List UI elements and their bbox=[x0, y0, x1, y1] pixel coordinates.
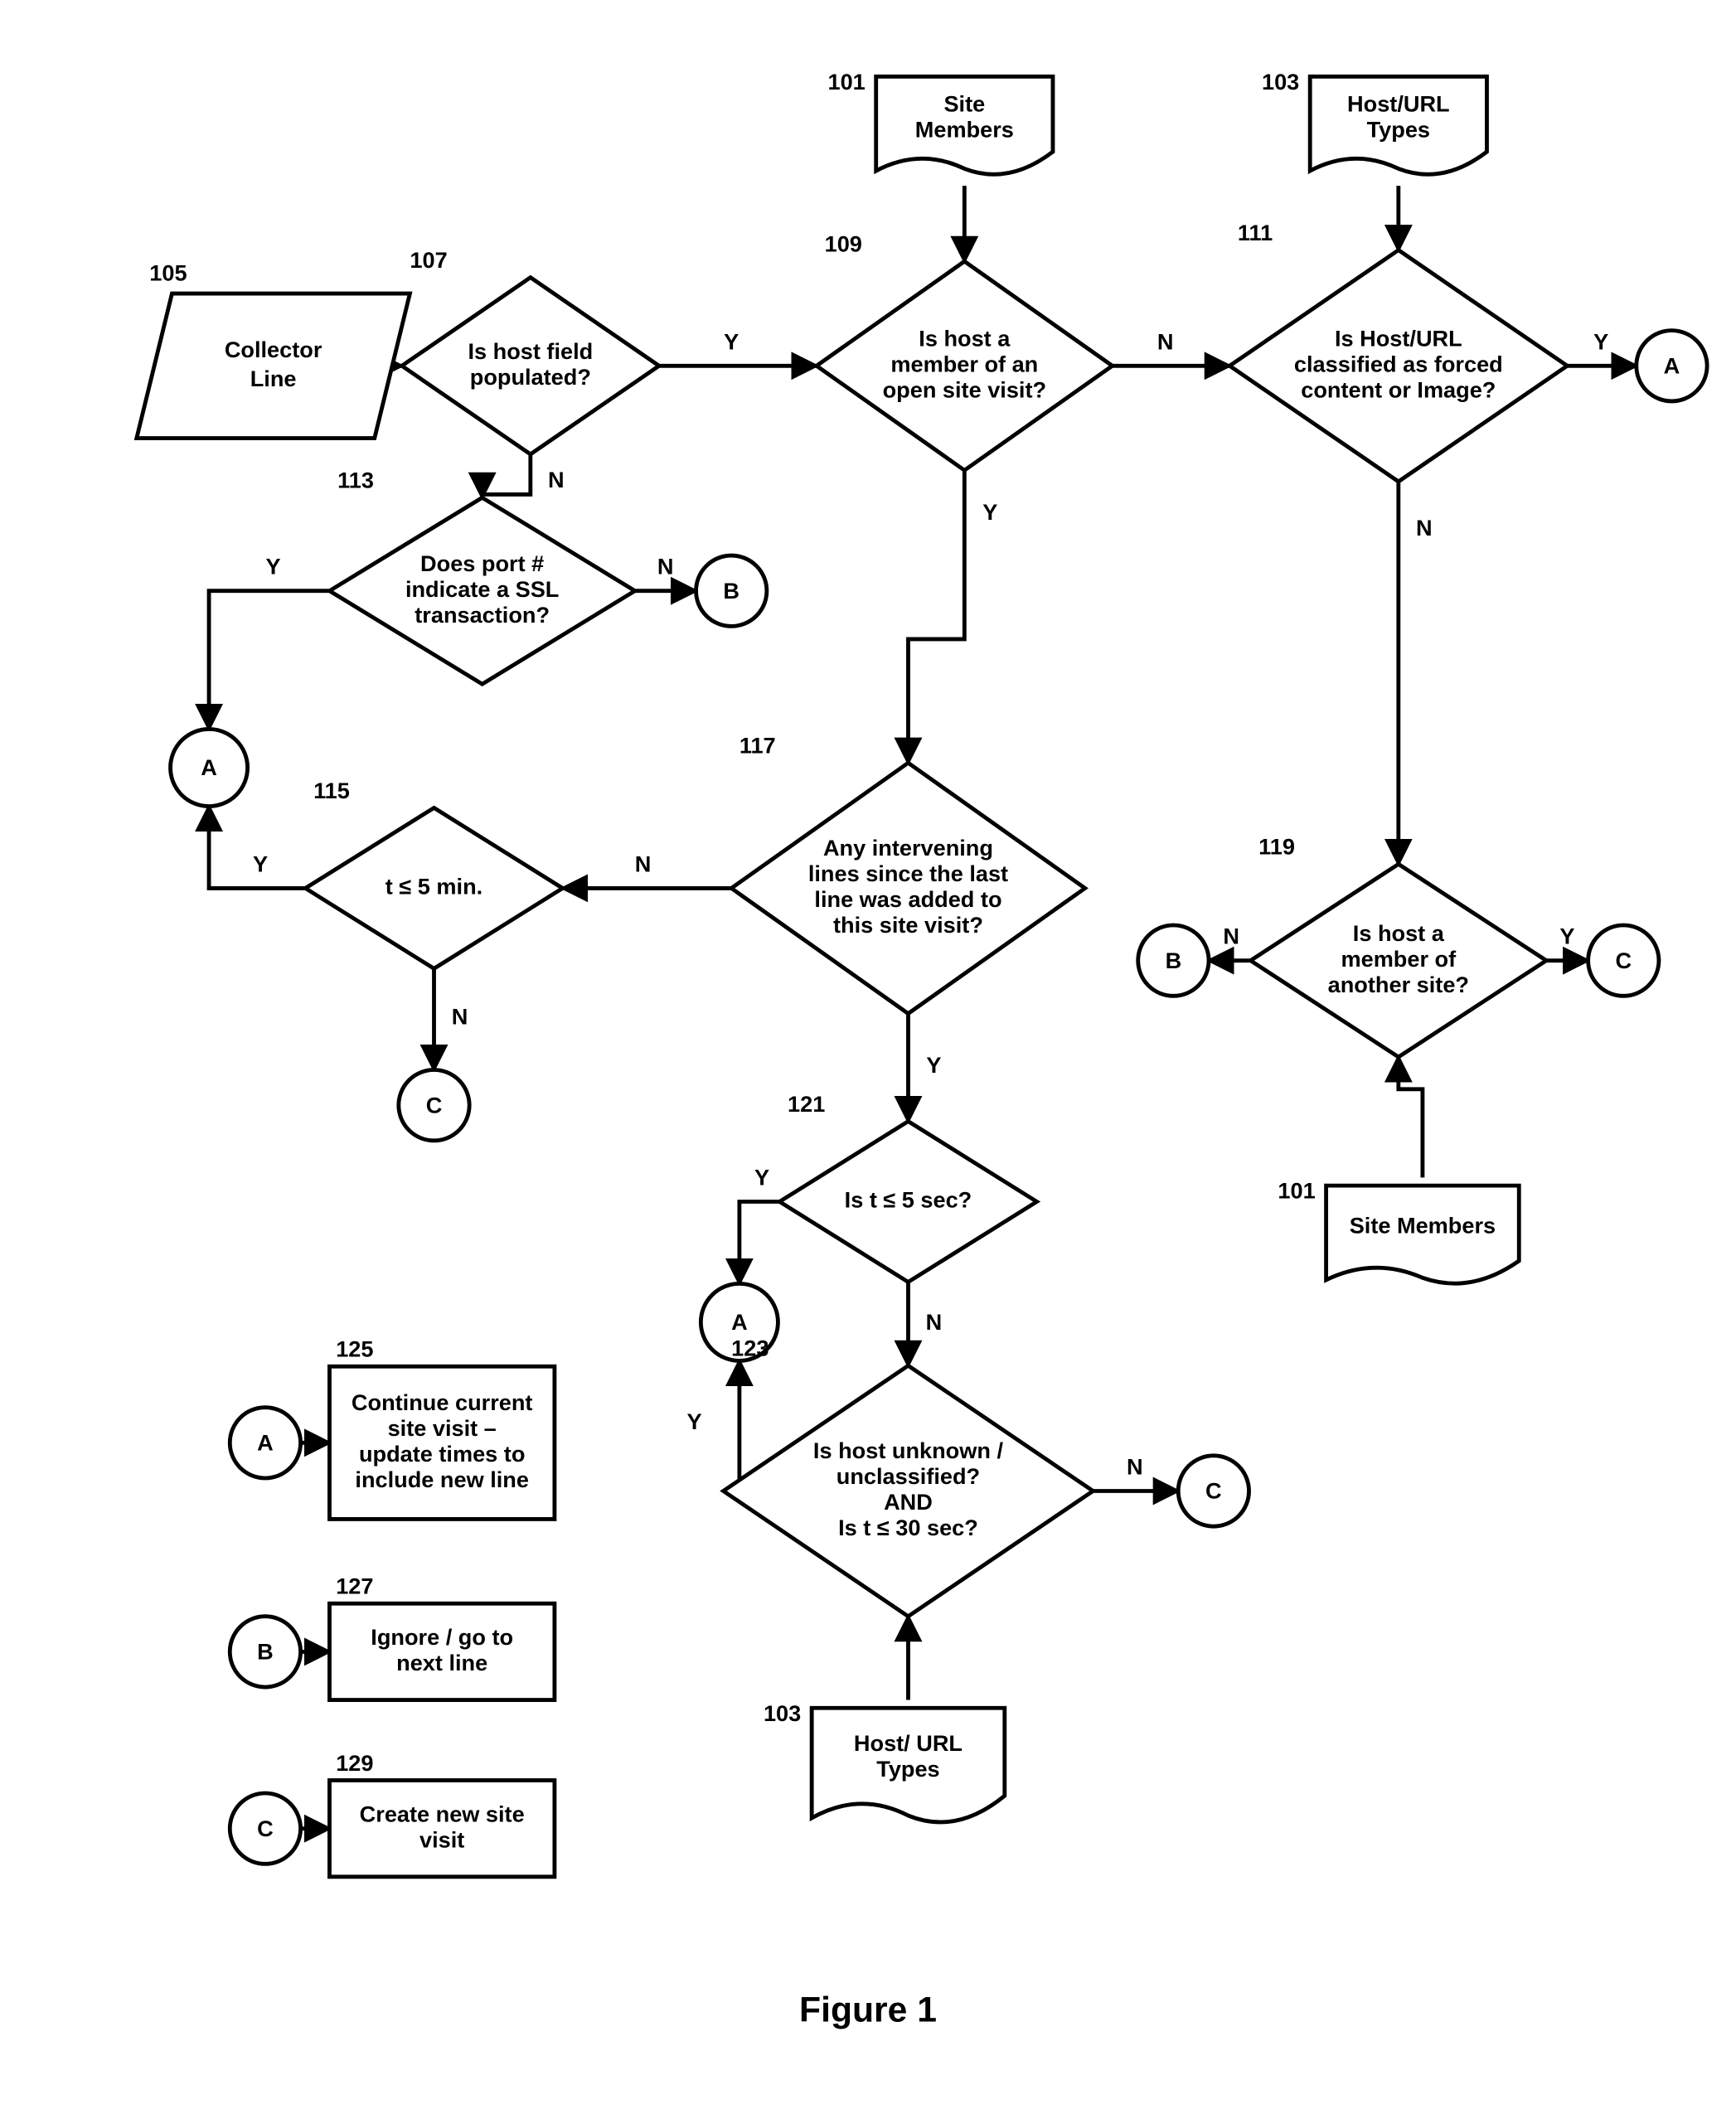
svg-text:117: 117 bbox=[739, 733, 776, 759]
svg-text:N: N bbox=[635, 851, 652, 876]
svg-text:N: N bbox=[548, 467, 565, 492]
svg-text:Ignore / go to: Ignore / go to bbox=[371, 1624, 513, 1650]
svg-text:111: 111 bbox=[1238, 220, 1273, 245]
svg-text:101: 101 bbox=[1278, 1178, 1315, 1204]
svg-text:Is host field: Is host field bbox=[468, 338, 593, 364]
svg-text:C: C bbox=[1615, 948, 1632, 973]
edge bbox=[209, 591, 329, 730]
svg-text:129: 129 bbox=[336, 1750, 373, 1776]
svg-text:Y: Y bbox=[926, 1052, 941, 1078]
svg-text:site visit –: site visit – bbox=[388, 1415, 497, 1441]
svg-text:127: 127 bbox=[336, 1573, 373, 1599]
svg-text:B: B bbox=[1166, 948, 1182, 973]
edge bbox=[724, 1360, 739, 1491]
figure-title: Figure 1 bbox=[799, 1990, 937, 2029]
svg-text:Y: Y bbox=[253, 851, 268, 876]
edge bbox=[482, 454, 531, 497]
svg-text:another site?: another site? bbox=[1328, 972, 1469, 997]
svg-text:N: N bbox=[926, 1309, 943, 1335]
svg-text:Y: Y bbox=[754, 1165, 769, 1190]
svg-text:Is Host/URL: Is Host/URL bbox=[1335, 325, 1462, 351]
svg-text:Line: Line bbox=[250, 366, 297, 391]
svg-text:101: 101 bbox=[828, 69, 866, 95]
svg-text:Create new site: Create new site bbox=[360, 1801, 525, 1826]
svg-text:Y: Y bbox=[724, 328, 739, 354]
svg-text:line was added to: line was added to bbox=[814, 886, 1001, 912]
svg-text:C: C bbox=[426, 1092, 443, 1118]
svg-text:include new line: include new line bbox=[355, 1467, 529, 1492]
edge bbox=[908, 470, 964, 763]
svg-text:113: 113 bbox=[337, 468, 374, 493]
svg-text:115: 115 bbox=[313, 778, 350, 803]
svg-text:lines since the last: lines since the last bbox=[808, 861, 1008, 886]
svg-text:103: 103 bbox=[1262, 69, 1299, 95]
svg-text:A: A bbox=[257, 1429, 274, 1455]
svg-text:Y: Y bbox=[266, 554, 281, 579]
svg-text:N: N bbox=[452, 1004, 468, 1030]
svg-text:Types: Types bbox=[876, 1756, 939, 1782]
svg-text:content or Image?: content or Image? bbox=[1301, 376, 1496, 402]
svg-text:B: B bbox=[723, 578, 739, 604]
svg-text:populated?: populated? bbox=[470, 364, 591, 390]
edge bbox=[1399, 1057, 1423, 1177]
svg-text:Is host a: Is host a bbox=[1353, 920, 1445, 946]
svg-text:Does port #: Does port # bbox=[420, 550, 544, 576]
svg-text:A: A bbox=[201, 754, 217, 780]
svg-text:N: N bbox=[657, 554, 674, 579]
svg-text:N: N bbox=[1416, 515, 1433, 541]
svg-text:visit: visit bbox=[419, 1826, 464, 1852]
svg-text:N: N bbox=[1223, 924, 1239, 949]
svg-text:B: B bbox=[257, 1638, 274, 1664]
svg-text:this site visit?: this site visit? bbox=[833, 912, 983, 938]
svg-text:Host/ URL: Host/ URL bbox=[854, 1730, 963, 1756]
svg-text:Continue current: Continue current bbox=[352, 1389, 533, 1415]
svg-text:next line: next line bbox=[396, 1650, 487, 1675]
svg-text:109: 109 bbox=[825, 231, 862, 257]
svg-text:Host/URL: Host/URL bbox=[1347, 90, 1450, 116]
svg-text:Y: Y bbox=[982, 499, 997, 525]
svg-text:Is host a: Is host a bbox=[919, 325, 1011, 351]
svg-text:123: 123 bbox=[731, 1336, 769, 1361]
svg-text:open site visit?: open site visit? bbox=[883, 376, 1046, 402]
svg-text:121: 121 bbox=[788, 1091, 825, 1117]
svg-text:Is t ≤ 30 sec?: Is t ≤ 30 sec? bbox=[838, 1515, 978, 1540]
svg-text:Collector: Collector bbox=[225, 337, 322, 362]
svg-text:classified as forced: classified as forced bbox=[1294, 351, 1503, 376]
svg-text:C: C bbox=[1205, 1478, 1222, 1504]
svg-text:unclassified?: unclassified? bbox=[836, 1463, 980, 1489]
svg-text:Site Members: Site Members bbox=[1350, 1213, 1496, 1239]
svg-text:Is host unknown /: Is host unknown / bbox=[813, 1438, 1004, 1463]
svg-text:Any intervening: Any intervening bbox=[823, 835, 993, 861]
svg-text:t ≤ 5 min.: t ≤ 5 min. bbox=[386, 874, 482, 899]
svg-text:119: 119 bbox=[1258, 834, 1295, 860]
svg-text:Is t ≤ 5 sec?: Is t ≤ 5 sec? bbox=[845, 1187, 972, 1213]
svg-text:A: A bbox=[731, 1309, 748, 1335]
svg-text:member of: member of bbox=[1341, 946, 1457, 972]
svg-text:Y: Y bbox=[687, 1409, 702, 1434]
svg-text:Y: Y bbox=[1559, 924, 1574, 949]
svg-text:N: N bbox=[1157, 328, 1174, 354]
svg-text:AND: AND bbox=[884, 1489, 933, 1515]
svg-text:Site: Site bbox=[943, 90, 985, 116]
flowchart-canvas: Collector Line 105 Is host fieldpopulated? 1… bbox=[0, 0, 1736, 2114]
svg-text:125: 125 bbox=[336, 1336, 373, 1362]
svg-text:107: 107 bbox=[410, 247, 447, 273]
svg-text:transaction?: transaction? bbox=[415, 602, 550, 628]
svg-text:A: A bbox=[1664, 352, 1680, 378]
svg-text:N: N bbox=[1127, 1454, 1143, 1480]
svg-text:105: 105 bbox=[149, 260, 187, 286]
svg-text:Members: Members bbox=[915, 116, 1014, 142]
svg-text:Types: Types bbox=[1367, 116, 1430, 142]
svg-text:Y: Y bbox=[1593, 328, 1608, 354]
svg-text:member of an: member of an bbox=[890, 351, 1038, 376]
svg-text:C: C bbox=[257, 1816, 274, 1841]
svg-text:indicate a SSL: indicate a SSL bbox=[405, 576, 559, 602]
edge bbox=[739, 1202, 779, 1284]
svg-text:103: 103 bbox=[764, 1700, 801, 1726]
svg-text:update times to: update times to bbox=[359, 1441, 525, 1467]
